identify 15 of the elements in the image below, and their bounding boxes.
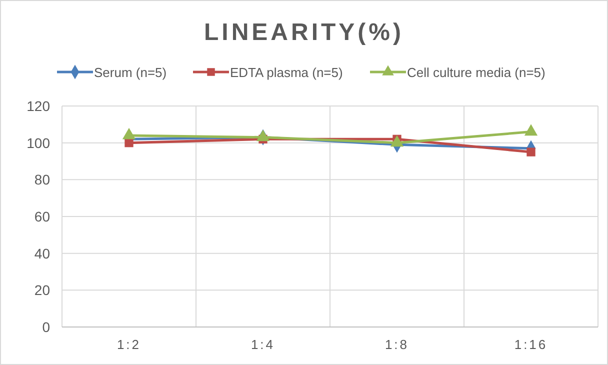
legend-label: EDTA plasma (n=5): [230, 65, 343, 80]
legend-label: Serum (n=5): [94, 65, 167, 80]
y-tick-label: 100: [26, 134, 50, 151]
y-tick-label: 80: [34, 172, 50, 188]
x-tick-label: 1:2: [116, 337, 142, 352]
legend-label: Cell culture media (n=5): [407, 65, 546, 80]
x-tick-label: 1:8: [384, 337, 410, 352]
y-tick-label: 60: [34, 208, 50, 224]
chart-title: LINEARITY(%): [204, 19, 404, 46]
y-tick-label: 40: [34, 245, 50, 262]
y-tick-label: 0: [42, 319, 50, 335]
x-tick-label: 1:4: [250, 337, 276, 352]
x-tick-label: 1:16: [514, 337, 548, 352]
y-tick-label: 20: [34, 282, 50, 298]
y-tick-label: 120: [26, 98, 50, 114]
